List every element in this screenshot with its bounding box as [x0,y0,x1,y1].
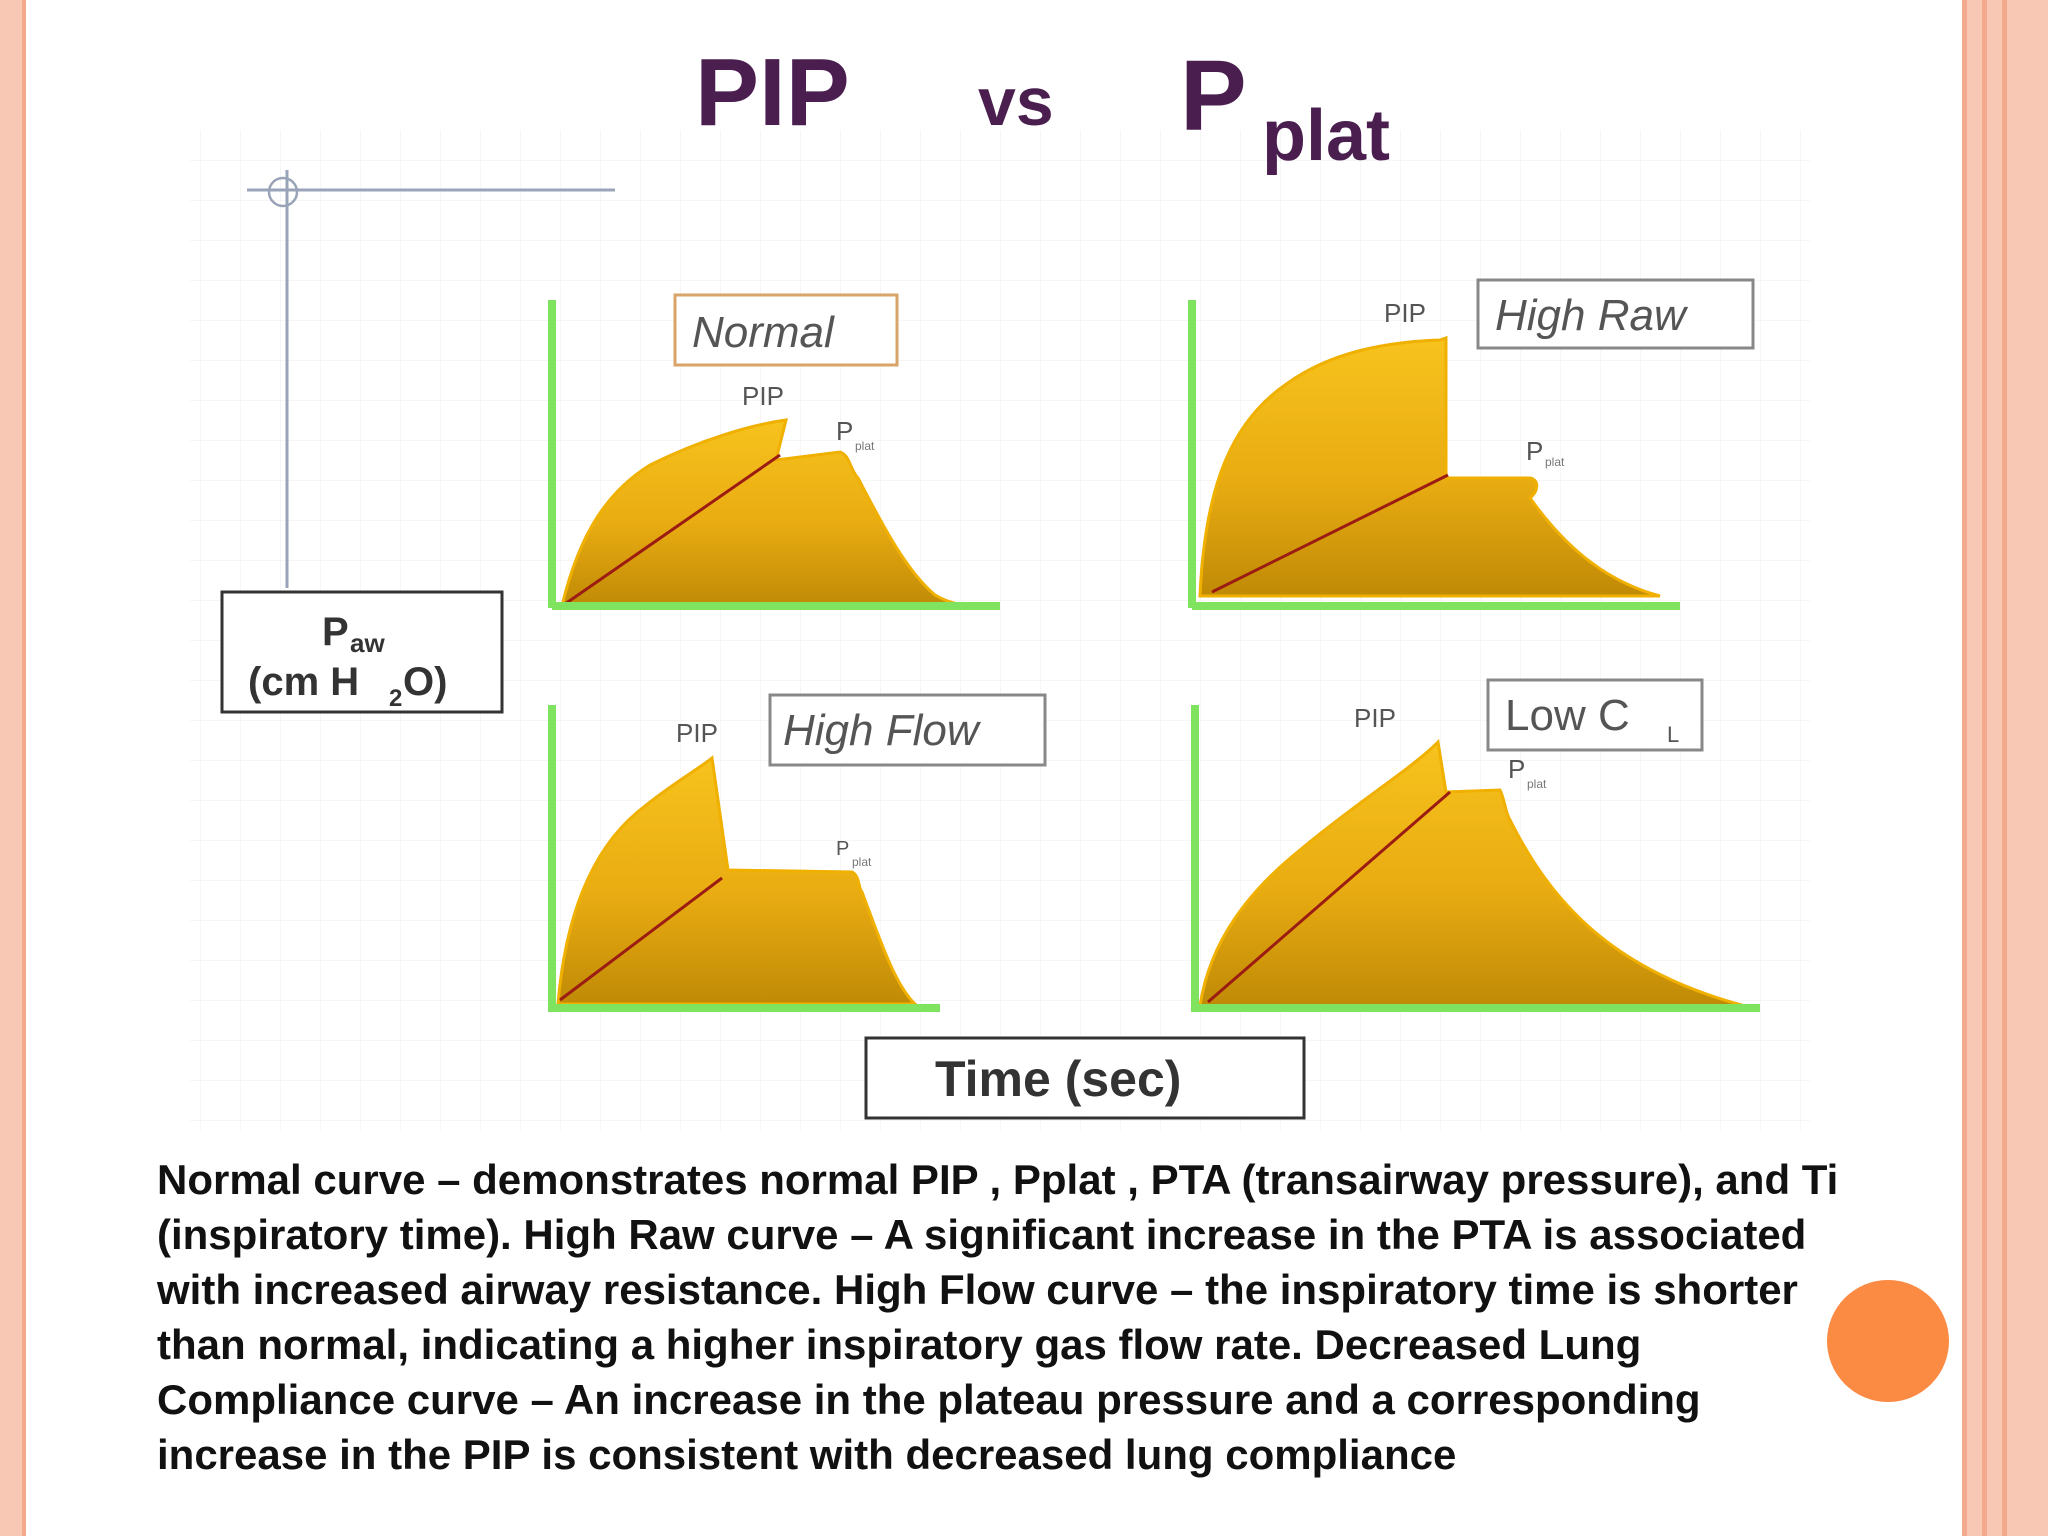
low-cl-label-box [1486,678,1704,752]
normal-pplat-label: P [836,416,853,446]
y-axis-label-p: P [322,610,349,654]
high-raw-pplat-label: P [1526,436,1543,466]
high-flow-ramp-line [559,876,723,1002]
high-raw-pplat-subscript: plat [1545,455,1565,469]
low-cl-label: Low C [1505,691,1630,740]
low-cl-pip-label: PIP [1354,703,1396,733]
low-cl-pressure-curve [1198,738,1746,1008]
high-flow-label-box [768,693,1047,767]
y-axis-pointer [247,170,615,588]
low-cl-label-subscript: L [1667,722,1679,747]
y-axis-label-box [220,590,504,714]
low-cl-ramp-line [1207,790,1451,1004]
caption-text: Normal curve – demonstrates normal PIP ,… [157,1156,1839,1478]
accent-circle [1827,1280,1949,1402]
panel-normal: Normal PIP P plat [548,293,1000,610]
panel-high-flow: High Flow PIP P plat [548,693,1047,1012]
high-flow-pressure-curve [556,755,919,1006]
normal-pplat-subscript: plat [855,439,875,453]
low-cl-pplat-label: P [1508,754,1525,784]
low-cl-pplat-subscript: plat [1527,777,1547,791]
title-vs: vs [978,64,1054,140]
x-axis-label-box [864,1036,1306,1120]
title-plat-subscript: plat [1262,96,1390,176]
normal-label: Normal [692,308,835,357]
panel-low-cl: Low C L PIP P plat [1191,678,1760,1012]
high-raw-ramp-line [1211,473,1449,594]
high-flow-pplat-label: P [836,838,849,860]
high-raw-pip-label: PIP [1384,298,1426,328]
high-raw-pressure-curve [1198,335,1661,598]
y-axis-unit-pre: (cm H [248,660,359,704]
high-raw-label-box [1476,278,1755,350]
slide-border-right-line-1 [1962,0,1967,1536]
slide-border-right-line-3 [2002,0,2007,1536]
high-raw-label: High Raw [1495,291,1689,340]
normal-ramp-line [564,453,781,606]
normal-label-box [673,293,899,367]
panel-high-raw: High Raw PIP P plat [1188,278,1755,610]
high-flow-pplat-subscript: plat [852,855,872,869]
normal-pip-label: PIP [742,381,784,411]
slide-border-left [0,0,22,1536]
y-axis-unit-subscript: 2 [389,685,402,712]
y-axis-label-p-subscript: aw [350,628,385,658]
slide-border-right-line-2 [1982,0,1987,1536]
title-p: P [1180,40,1247,152]
high-flow-label: High Flow [783,706,982,755]
x-axis-label: Time (sec) [935,1051,1181,1107]
slide-border-left-line [22,0,26,1536]
y-axis-unit-post: O) [403,660,447,704]
normal-pressure-curve [560,418,981,608]
high-flow-pip-label: PIP [676,718,718,748]
title-pip: PIP [695,39,850,146]
